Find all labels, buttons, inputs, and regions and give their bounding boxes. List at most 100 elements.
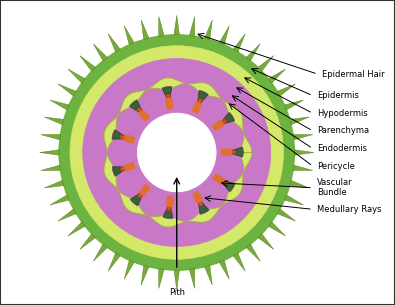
Polygon shape — [197, 90, 208, 106]
Circle shape — [124, 166, 127, 170]
Circle shape — [196, 110, 199, 113]
Circle shape — [215, 125, 218, 128]
Circle shape — [196, 196, 199, 199]
Circle shape — [131, 162, 134, 165]
Polygon shape — [41, 165, 60, 170]
Circle shape — [214, 178, 217, 181]
Circle shape — [143, 192, 147, 195]
Circle shape — [216, 179, 219, 182]
Polygon shape — [293, 165, 313, 170]
Circle shape — [194, 109, 197, 113]
Circle shape — [199, 103, 202, 106]
Circle shape — [168, 106, 171, 109]
Text: Epidermal Hair: Epidermal Hair — [322, 70, 384, 79]
Circle shape — [126, 135, 130, 138]
Circle shape — [142, 193, 145, 196]
Circle shape — [127, 163, 130, 167]
Circle shape — [170, 204, 173, 207]
Circle shape — [198, 195, 201, 198]
Circle shape — [218, 123, 222, 126]
Circle shape — [170, 104, 173, 107]
Circle shape — [214, 123, 217, 127]
Polygon shape — [159, 269, 164, 289]
Polygon shape — [141, 20, 149, 40]
Circle shape — [169, 98, 172, 101]
Polygon shape — [226, 150, 236, 154]
Circle shape — [141, 112, 144, 115]
Circle shape — [146, 185, 149, 188]
Circle shape — [126, 168, 130, 171]
Circle shape — [229, 150, 232, 154]
Polygon shape — [218, 179, 228, 186]
Polygon shape — [199, 205, 208, 213]
Circle shape — [166, 204, 169, 207]
Polygon shape — [50, 100, 69, 110]
Polygon shape — [174, 15, 179, 35]
Circle shape — [144, 112, 147, 116]
Circle shape — [124, 134, 128, 137]
Circle shape — [130, 167, 134, 170]
Circle shape — [128, 165, 131, 168]
Polygon shape — [104, 78, 252, 227]
Polygon shape — [41, 135, 60, 140]
Polygon shape — [225, 113, 234, 123]
Circle shape — [222, 178, 225, 181]
Circle shape — [197, 193, 200, 196]
Polygon shape — [205, 20, 212, 40]
Polygon shape — [284, 100, 303, 110]
Circle shape — [168, 200, 172, 203]
Circle shape — [166, 106, 169, 109]
Circle shape — [130, 136, 134, 139]
Circle shape — [171, 196, 174, 199]
Polygon shape — [113, 130, 121, 139]
Circle shape — [218, 126, 221, 129]
Polygon shape — [80, 56, 96, 71]
Text: Parenchyma: Parenchyma — [317, 127, 369, 135]
Circle shape — [59, 35, 294, 270]
Circle shape — [227, 149, 230, 152]
Polygon shape — [174, 270, 179, 290]
Circle shape — [143, 114, 146, 117]
Circle shape — [125, 164, 128, 167]
Polygon shape — [246, 44, 260, 61]
Polygon shape — [58, 84, 76, 96]
Circle shape — [196, 106, 199, 109]
Circle shape — [83, 59, 271, 246]
Circle shape — [222, 149, 226, 152]
Polygon shape — [233, 34, 245, 52]
Circle shape — [216, 127, 219, 130]
Circle shape — [168, 102, 171, 105]
Polygon shape — [159, 16, 164, 36]
Circle shape — [219, 120, 222, 123]
Text: Pericycle: Pericycle — [317, 162, 355, 171]
Polygon shape — [112, 130, 128, 139]
Circle shape — [147, 187, 150, 190]
Polygon shape — [113, 167, 121, 176]
Polygon shape — [189, 16, 195, 36]
Circle shape — [198, 105, 201, 108]
Circle shape — [123, 164, 126, 168]
Polygon shape — [189, 269, 195, 289]
Circle shape — [194, 108, 198, 111]
Circle shape — [219, 178, 222, 182]
Circle shape — [138, 112, 141, 115]
Circle shape — [213, 126, 216, 129]
Circle shape — [126, 137, 129, 140]
Circle shape — [142, 190, 145, 193]
Text: Pith: Pith — [169, 288, 185, 297]
Circle shape — [144, 118, 147, 121]
Polygon shape — [124, 260, 134, 279]
Polygon shape — [284, 195, 303, 205]
Circle shape — [229, 149, 232, 152]
Circle shape — [220, 122, 223, 125]
Text: Epidermis: Epidermis — [317, 91, 359, 100]
Polygon shape — [137, 190, 145, 199]
Polygon shape — [130, 100, 143, 114]
Polygon shape — [225, 182, 234, 191]
Circle shape — [212, 124, 215, 127]
Circle shape — [170, 102, 173, 105]
Circle shape — [140, 111, 143, 114]
Polygon shape — [236, 148, 243, 156]
Circle shape — [194, 197, 198, 200]
Circle shape — [199, 199, 203, 202]
